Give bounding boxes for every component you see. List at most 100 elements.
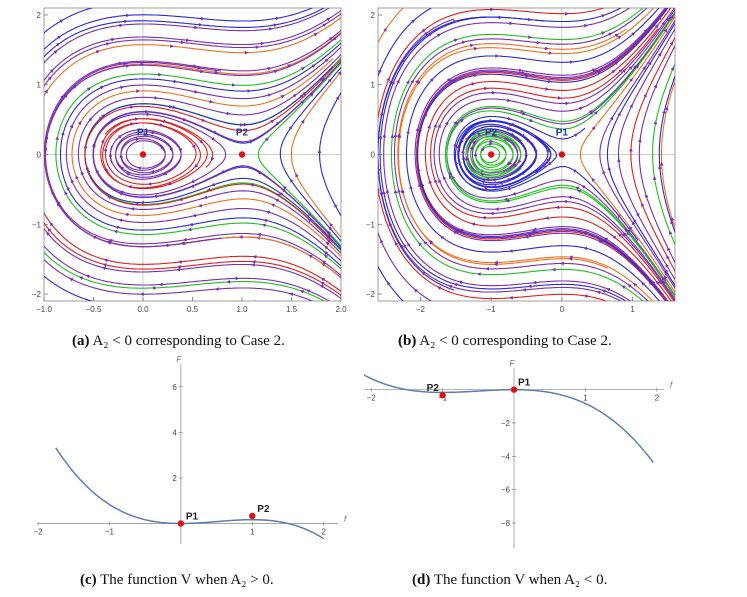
stream-arrow [323,251,328,255]
stream-arrow [546,158,551,163]
stream-arrow [527,284,532,289]
stream-arrow [240,123,244,127]
stream-arrow [452,231,457,235]
stream-arrow [147,182,152,186]
stream-arrow [176,267,181,272]
stream-arrow [317,149,322,154]
stream-arrow [295,173,299,178]
stream-arrow [532,280,537,285]
streamline [44,8,94,34]
stream-arrow [95,50,100,54]
stream-arrow [410,79,414,84]
stream-arrow [498,181,503,185]
stream-arrow [279,2,283,6]
stream-arrow [579,106,584,111]
stream-arrow [198,203,203,208]
x-tick-label: 1 [583,394,588,403]
stream-arrow [508,234,513,239]
stream-arrow [299,94,304,98]
stream-arrow [522,287,526,292]
y-tick-label: 2 [172,474,177,483]
streamline [424,8,672,301]
stream-arrow [334,203,338,208]
streamline [44,8,331,64]
stream-arrow [459,138,464,143]
x-tick-label: 1.5 [286,305,298,314]
streamline [44,9,341,82]
stream-arrow [328,36,333,41]
y-tick-label: 0 [37,151,42,160]
stream-arrow [280,95,285,99]
stream-arrow [268,27,273,31]
stream-arrow [88,117,93,122]
y-tick-label: 2 [37,11,42,20]
stream-arrow [201,118,206,122]
stream-arrow [661,21,665,26]
stream-arrow [77,120,82,126]
stream-arrow [124,212,129,217]
stream-arrow [75,175,79,180]
stream-arrow [261,223,266,228]
stream-arrow [267,93,272,98]
stream-arrow [485,267,489,271]
stream-arrow [120,166,125,171]
streamline [44,8,326,58]
stream-arrow [608,32,613,37]
streamline [257,62,341,247]
stream-arrow [641,281,646,286]
streamline [279,66,341,243]
stream-arrow [169,147,173,152]
stream-arrow [108,238,113,243]
stream-arrow [629,147,633,152]
stream-arrow [614,33,619,38]
stream-arrow [469,146,474,151]
caption-b-prefix: (b) [398,333,417,349]
stream-arrow [524,72,529,77]
stream-arrow [386,77,390,82]
stream-arrow [653,84,657,89]
stream-arrow [665,263,669,268]
stream-arrow [597,240,602,244]
stream-arrow [378,166,381,171]
stream-arrow [145,109,150,114]
stream-arrow [480,147,485,152]
stream-arrow [319,77,324,82]
stream-arrow [572,169,577,173]
stream-arrow [506,98,511,103]
stream-arrow [614,61,619,66]
fixed-point-p2 [487,151,495,158]
stream-arrow [633,282,638,287]
fixed-point-p1 [510,386,518,393]
stream-arrow [454,160,459,165]
stream-arrow [105,167,109,173]
stream-arrow [633,218,637,223]
stream-arrow [244,50,249,55]
stream-arrow [122,62,127,66]
x-tick-label: −2 [33,527,43,536]
stream-arrow [107,195,112,200]
x-tick-label: 1 [630,305,635,314]
stream-arrow [66,186,71,191]
stream-arrow [125,64,130,68]
stream-arrow [130,0,134,4]
y-tick-label: −4 [501,452,511,461]
stream-arrow [517,159,522,164]
y-tick-label: −2 [501,419,511,428]
streamline [59,42,341,267]
stream-arrow [526,138,531,143]
stream-arrow [591,68,597,72]
stream-arrow [654,24,659,29]
y-tick-label: 1 [37,81,42,90]
stream-arrow [569,60,574,64]
stream-arrow [629,103,633,108]
stream-arrow [274,198,279,203]
stream-arrow [211,157,215,162]
stream-arrow [344,54,348,58]
stream-arrow [64,190,68,196]
stream-arrow [249,183,254,187]
stream-arrow [83,144,88,149]
stream-arrow [263,218,268,223]
stream-arrow [137,166,142,171]
stream-arrow [643,93,647,98]
